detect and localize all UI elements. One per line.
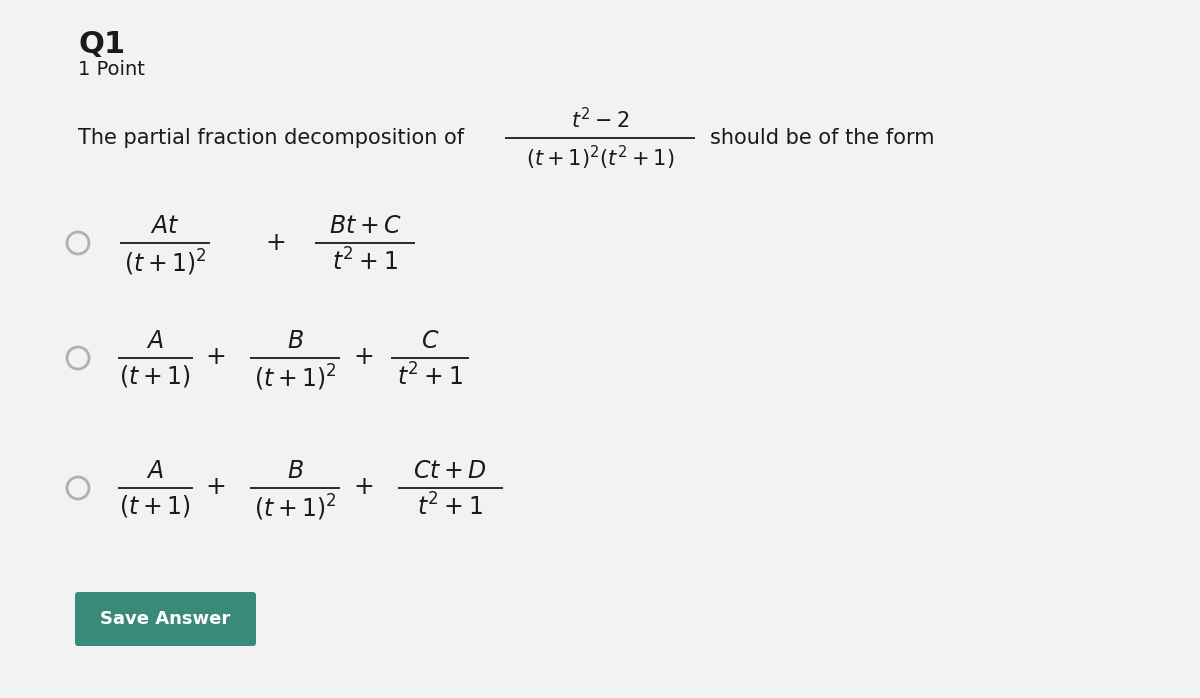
Text: $A$: $A$ <box>146 330 164 353</box>
Text: should be of the form: should be of the form <box>710 128 935 148</box>
Text: $(t + 1)^2$: $(t + 1)^2$ <box>253 493 336 524</box>
FancyBboxPatch shape <box>74 592 256 646</box>
Text: 1 Point: 1 Point <box>78 60 145 79</box>
Text: $+$: $+$ <box>353 477 373 500</box>
Text: $+$: $+$ <box>205 477 226 500</box>
Text: $Bt + C$: $Bt + C$ <box>329 215 402 238</box>
Text: The partial fraction decomposition of: The partial fraction decomposition of <box>78 128 464 148</box>
Text: $B$: $B$ <box>287 330 304 353</box>
Text: $+$: $+$ <box>353 346 373 369</box>
Text: $A$: $A$ <box>146 460 164 483</box>
Text: $+$: $+$ <box>205 346 226 369</box>
Text: $Ct + D$: $Ct + D$ <box>413 460 487 483</box>
Text: $t^2 + 1$: $t^2 + 1$ <box>418 493 482 520</box>
Text: $(t + 1)^2$: $(t + 1)^2$ <box>124 248 206 279</box>
Text: $t^2 - 2$: $t^2 - 2$ <box>571 107 629 132</box>
Text: $+$: $+$ <box>265 232 286 255</box>
Text: $t^2 + 1$: $t^2 + 1$ <box>397 363 463 390</box>
Text: $B$: $B$ <box>287 460 304 483</box>
Text: $(t + 1)^2(t^2 + 1)$: $(t + 1)^2(t^2 + 1)$ <box>526 144 674 172</box>
Text: Save Answer: Save Answer <box>101 610 230 628</box>
Text: Q1: Q1 <box>78 30 125 59</box>
Text: $(t + 1)$: $(t + 1)$ <box>119 363 191 389</box>
Text: $C$: $C$ <box>421 330 439 353</box>
Text: $At$: $At$ <box>150 215 180 238</box>
Text: $(t + 1)$: $(t + 1)$ <box>119 493 191 519</box>
Text: $(t + 1)^2$: $(t + 1)^2$ <box>253 363 336 393</box>
Text: $t^2 + 1$: $t^2 + 1$ <box>332 248 398 275</box>
